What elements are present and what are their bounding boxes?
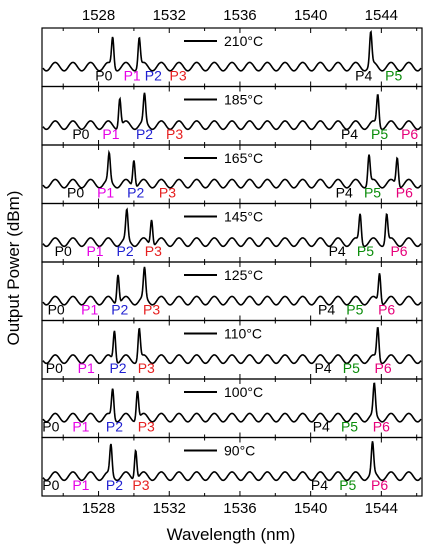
panel-1: 185°C P0 P1 P2 P3 P4 P5 P6 [41,85,423,146]
peak-label-p0: P0 [55,243,72,259]
peak-label-p6: P6 [371,477,388,493]
peak-label-p0: P0 [48,302,65,318]
spectrum-trace [42,441,422,482]
panel-7: 90°C P0 P1 P2 P3 P4 P5 P6 [41,436,423,497]
peak-label-p2: P2 [127,185,144,201]
peak-label-p4: P4 [329,243,346,259]
spectrum-trace [42,327,422,365]
peak-label-p1: P1 [72,477,89,493]
peak-label-p4: P4 [314,360,331,376]
peak-label-p5: P5 [339,477,356,493]
y-axis-title: Output Power (dBm) [4,191,23,346]
peak-label-p1: P1 [97,185,114,201]
panel-5: 110°C P0 P1 P2 P3 P4 P5 P6 [41,319,423,380]
peak-label-p6: P6 [373,419,390,435]
peak-label-p1: P1 [72,419,89,435]
peak-label-p3: P3 [170,68,187,84]
top-axis: 1528 1532 1536 1540 1544 [82,7,398,24]
panel-frame [41,436,423,497]
spectrum-trace [42,149,422,189]
peak-label-p1: P1 [86,243,103,259]
bottom-axis: 1528 1532 1536 1540 1544 [82,500,398,517]
peak-label-p2: P2 [145,68,162,84]
x-tick-label: 1540 [294,500,327,517]
peak-label-p6: P6 [396,185,413,201]
x-tick-label: 1536 [223,500,256,517]
spectrum-trace [42,92,422,131]
peak-label-p5: P5 [371,126,388,142]
peak-label-p5: P5 [357,243,374,259]
peak-label-p5: P5 [385,68,402,84]
x-tick-label: 1544 [365,500,398,517]
peak-label-p4: P4 [313,419,330,435]
peak-label-p4: P4 [318,302,335,318]
peak-label-p3: P3 [132,477,149,493]
peak-label-p1: P1 [102,126,119,142]
peak-label-p0: P0 [67,185,84,201]
peak-label-p2: P2 [136,126,153,142]
peak-label-p5: P5 [341,419,358,435]
x-tick-label: 1528 [82,500,115,517]
peak-label-p4: P4 [355,68,372,84]
peak-label-p5: P5 [346,302,363,318]
temperature-label: 145°C [224,209,263,225]
x-axis-title: Wavelength (nm) [167,525,296,544]
panel-2: 165°C P0 P1 P2 P3 P4 P5 P6 [41,144,423,205]
temperature-label: 185°C [224,92,263,108]
top-tick-label: 1528 [82,7,115,24]
peak-label-p5: P5 [343,360,360,376]
panel-0: 210°C P0 P1 P2 P3 P4 P5 [41,27,423,88]
top-tick-label: 1544 [365,7,398,24]
peak-label-p0: P0 [72,126,89,142]
peak-label-p6: P6 [375,360,392,376]
x-tick-label: 1532 [153,500,186,517]
peak-label-p3: P3 [138,360,155,376]
temperature-label: 165°C [224,150,263,166]
peak-label-p5: P5 [364,185,381,201]
peak-label-p4: P4 [341,126,358,142]
peak-label-p2: P2 [111,302,128,318]
peak-label-p0: P0 [46,360,63,376]
temperature-label: 110°C [224,326,262,342]
peak-label-p1: P1 [81,302,98,318]
temperature-label: 125°C [224,267,263,283]
spectrum-trace [42,207,422,248]
peak-label-p4: P4 [336,185,353,201]
peak-label-p1: P1 [124,68,141,84]
temperature-label: 90°C [224,443,255,459]
top-tick-label: 1540 [294,7,327,24]
panel-6: 100°C P0 P1 P2 P3 P4 P5 P6 [41,378,423,439]
peak-label-p0: P0 [42,419,59,435]
spectrum-trace [42,266,422,306]
peak-label-p3: P3 [143,302,160,318]
peak-label-p0: P0 [42,477,59,493]
top-tick-label: 1532 [153,7,186,24]
peak-label-p3: P3 [145,243,162,259]
panel-4: 125°C P0 P1 P2 P3 P4 P5 P6 [41,261,423,322]
peak-label-p2: P2 [106,477,123,493]
spectrum-trace [42,30,422,72]
panel-3: 145°C P0 P1 P2 P3 P4 P5 P6 [41,202,423,263]
peak-label-p0: P0 [95,68,112,84]
peak-label-p2: P2 [109,360,126,376]
temperature-label: 100°C [224,384,263,400]
peak-label-p6: P6 [378,302,395,318]
peak-label-p3: P3 [159,185,176,201]
top-tick-label: 1536 [223,7,256,24]
temperature-label: 210°C [224,33,263,49]
peak-label-p2: P2 [117,243,134,259]
peak-label-p6: P6 [401,126,418,142]
peak-label-p6: P6 [390,243,407,259]
peak-label-p3: P3 [166,126,183,142]
peak-label-p3: P3 [138,419,155,435]
peak-label-p2: P2 [106,419,123,435]
spectrum-trace [42,382,422,423]
peak-label-p1: P1 [78,360,95,376]
peak-label-p4: P4 [311,477,328,493]
